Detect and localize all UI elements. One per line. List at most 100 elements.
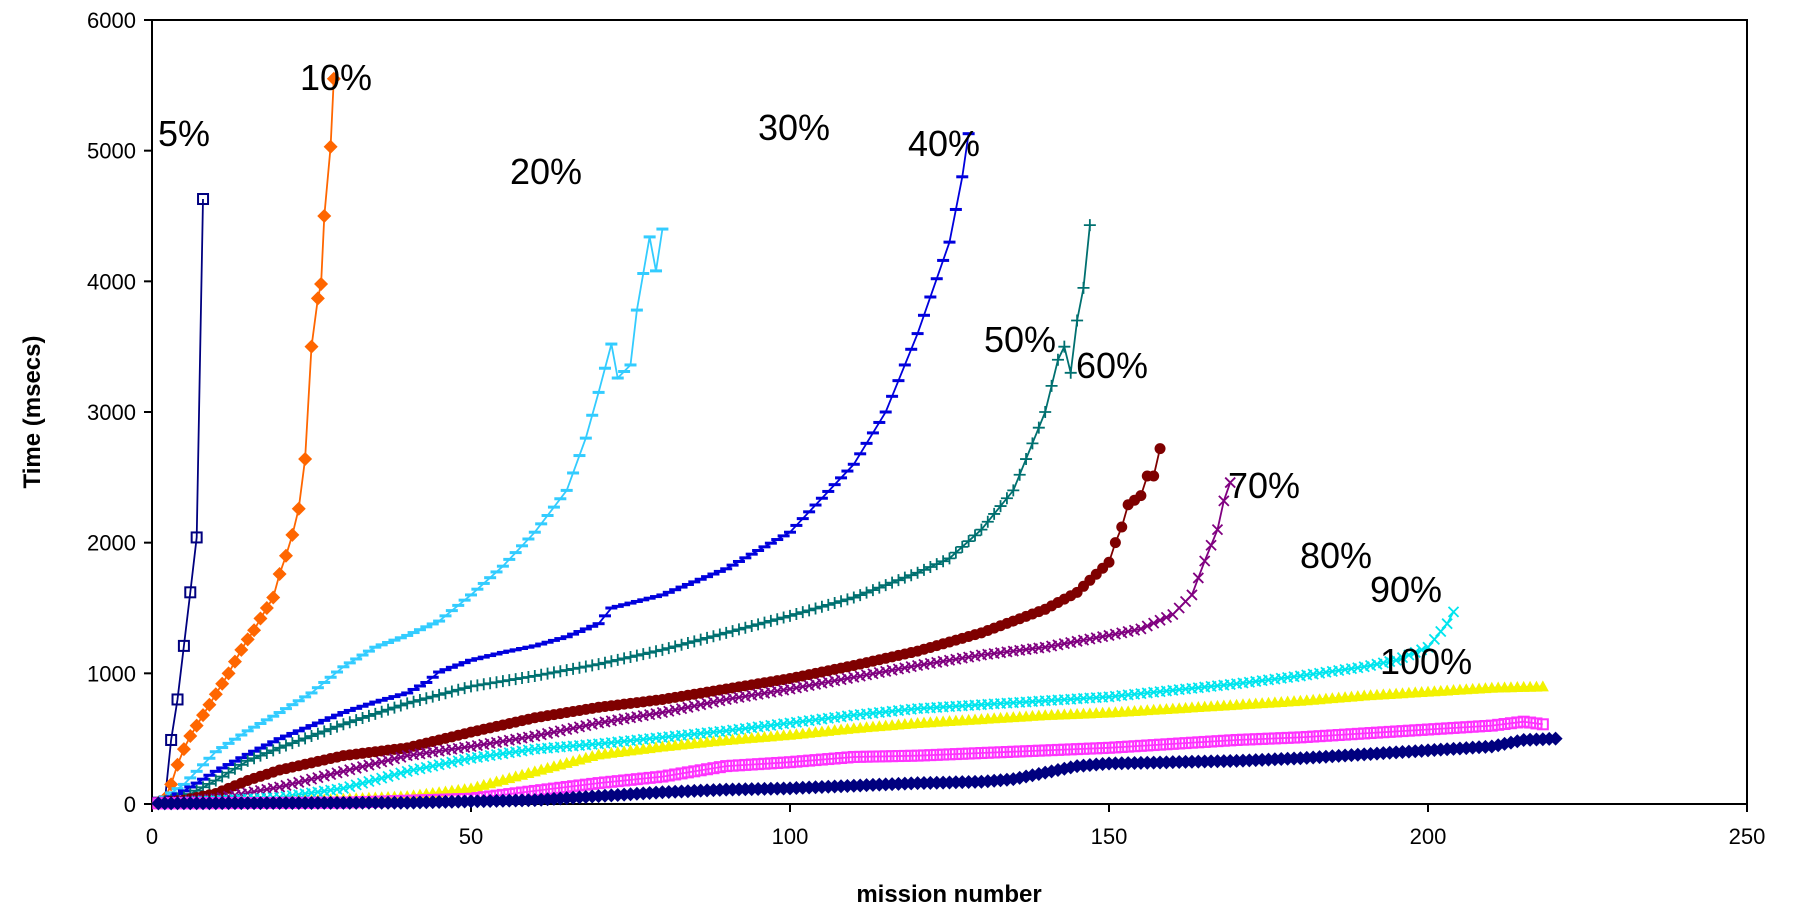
data-point-marker <box>905 749 918 762</box>
data-point-marker <box>605 655 618 668</box>
data-point-marker <box>413 693 426 706</box>
data-point-marker <box>190 531 203 544</box>
data-point-marker <box>1224 476 1236 489</box>
series-label-80pct: 80% <box>1300 535 1372 576</box>
data-point-marker <box>962 747 975 760</box>
data-point-marker <box>796 606 809 619</box>
data-point-marker <box>809 602 822 615</box>
series-10pct <box>151 71 341 810</box>
data-point-marker <box>1039 406 1052 418</box>
data-point-marker <box>771 756 784 769</box>
data-point-marker <box>1466 720 1479 733</box>
data-point-marker <box>1026 437 1039 450</box>
data-point-marker <box>803 754 816 767</box>
data-point-marker <box>1173 737 1186 750</box>
x-tick-label: 50 <box>459 824 483 849</box>
data-point-marker <box>949 546 962 559</box>
data-point-marker <box>1281 731 1294 744</box>
data-point-marker <box>1051 743 1064 756</box>
data-point-marker <box>860 750 873 763</box>
data-point-marker <box>879 579 892 592</box>
data-point-marker <box>956 747 969 760</box>
data-point-marker <box>183 729 198 744</box>
data-point-marker <box>1103 741 1115 754</box>
data-point-marker <box>248 752 261 765</box>
series-5pct <box>152 193 210 809</box>
data-point-marker <box>873 581 886 594</box>
data-point-marker <box>1370 726 1383 739</box>
data-point-marker <box>382 703 395 716</box>
data-point-marker <box>356 777 369 789</box>
data-point-marker <box>1205 735 1218 748</box>
data-point-marker <box>1504 717 1517 730</box>
data-point-marker <box>732 623 745 636</box>
data-point-marker <box>618 774 631 787</box>
data-point-marker <box>841 593 854 606</box>
data-point-marker <box>240 632 255 647</box>
data-point-marker <box>911 749 924 762</box>
data-point-marker <box>962 535 975 548</box>
data-point-marker <box>981 746 994 759</box>
data-point-marker <box>331 767 343 779</box>
data-point-marker <box>560 664 573 677</box>
data-point-marker <box>221 666 236 681</box>
data-point-marker <box>675 767 688 780</box>
y-tick-label: 3000 <box>87 400 136 425</box>
data-point-marker <box>726 759 739 772</box>
data-point-marker <box>567 662 580 675</box>
data-point-marker <box>611 653 624 666</box>
data-point-marker <box>388 753 401 765</box>
data-point-marker <box>643 771 656 784</box>
data-point-marker <box>1039 744 1052 757</box>
data-point-marker <box>669 768 682 781</box>
data-point-marker <box>1536 680 1549 692</box>
data-point-marker <box>892 750 905 763</box>
data-point-marker <box>1422 641 1434 653</box>
data-point-marker <box>809 754 822 767</box>
data-point-marker <box>535 668 548 681</box>
x-tick-label: 100 <box>772 824 809 849</box>
data-point-marker <box>331 720 344 733</box>
data-point-marker <box>1409 646 1421 659</box>
series-label-70pct: 70% <box>1228 465 1300 506</box>
data-point-marker <box>994 500 1007 513</box>
data-point-marker <box>835 752 848 765</box>
data-point-marker <box>637 648 650 661</box>
data-point-marker <box>356 760 369 773</box>
data-point-marker <box>1288 731 1301 744</box>
data-point-marker <box>395 767 407 779</box>
data-point-marker <box>407 695 420 708</box>
data-point-marker <box>1000 745 1013 758</box>
data-point-marker <box>452 683 465 696</box>
data-point-marker <box>624 773 637 786</box>
data-point-marker <box>305 773 318 785</box>
data-point-marker <box>1396 725 1409 738</box>
data-point-marker <box>337 782 350 794</box>
data-point-marker <box>815 600 828 613</box>
data-point-marker <box>1135 623 1147 635</box>
data-point-marker <box>1032 421 1045 434</box>
data-point-marker <box>547 666 560 679</box>
series-label-40pct: 40% <box>908 123 980 164</box>
data-point-marker <box>688 635 701 648</box>
data-point-marker <box>1313 730 1326 743</box>
data-point-marker <box>605 775 618 788</box>
data-point-marker <box>235 758 248 771</box>
data-point-marker <box>720 760 733 773</box>
series-line <box>158 198 204 804</box>
data-point-marker <box>1166 737 1179 750</box>
data-point-marker <box>1326 729 1339 742</box>
data-point-marker <box>1013 745 1026 758</box>
data-point-marker <box>898 571 911 584</box>
data-point-marker <box>643 646 656 659</box>
data-point-marker <box>350 779 362 791</box>
data-point-marker <box>860 586 873 599</box>
data-point-marker <box>873 750 886 763</box>
data-point-marker <box>350 762 362 774</box>
data-point-marker <box>395 751 407 763</box>
data-point-marker <box>278 548 293 563</box>
data-point-marker <box>1415 644 1428 656</box>
data-point-marker <box>1077 281 1090 294</box>
y-tick-label: 0 <box>124 792 136 817</box>
